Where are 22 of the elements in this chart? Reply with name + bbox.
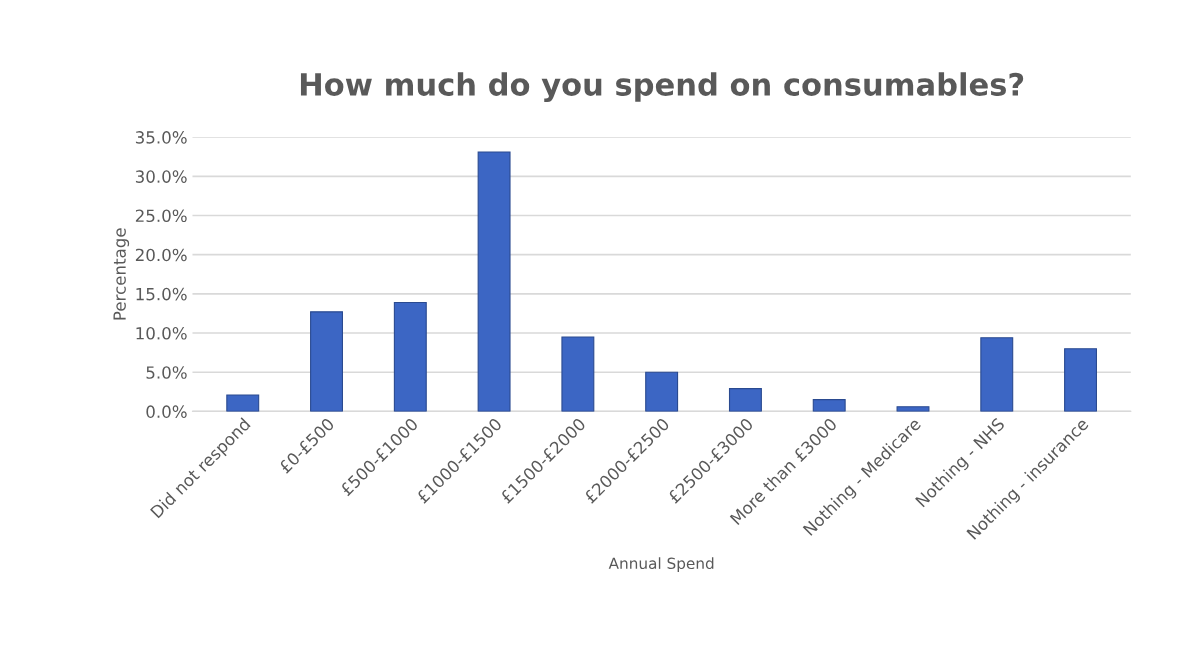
y-tick-label: 20.0% <box>135 248 187 262</box>
bar <box>310 311 344 412</box>
y-tick-label: 0.0% <box>146 405 187 418</box>
y-tick-label: 15.0% <box>136 287 187 301</box>
y-tick-label: 25.0% <box>135 209 187 223</box>
y-tick-label: 10.0% <box>136 326 187 340</box>
y-tick-label: 30.0% <box>135 170 187 183</box>
bar <box>812 399 846 412</box>
bar <box>561 336 595 412</box>
bar <box>896 406 930 412</box>
y-tick-label: 5.0% <box>146 366 187 379</box>
bar <box>980 337 1014 412</box>
bar <box>645 371 679 412</box>
bar <box>728 388 762 412</box>
bar <box>226 394 260 412</box>
bar <box>393 301 427 412</box>
y-tick-label: 35.0% <box>135 131 187 144</box>
x-axis-title: Annual Spend <box>608 557 714 573</box>
bar <box>477 151 511 412</box>
bar <box>1064 348 1098 412</box>
chart-title: How much do you spend on consumables? <box>300 72 1024 103</box>
y-axis-title: Percentage <box>113 228 130 320</box>
